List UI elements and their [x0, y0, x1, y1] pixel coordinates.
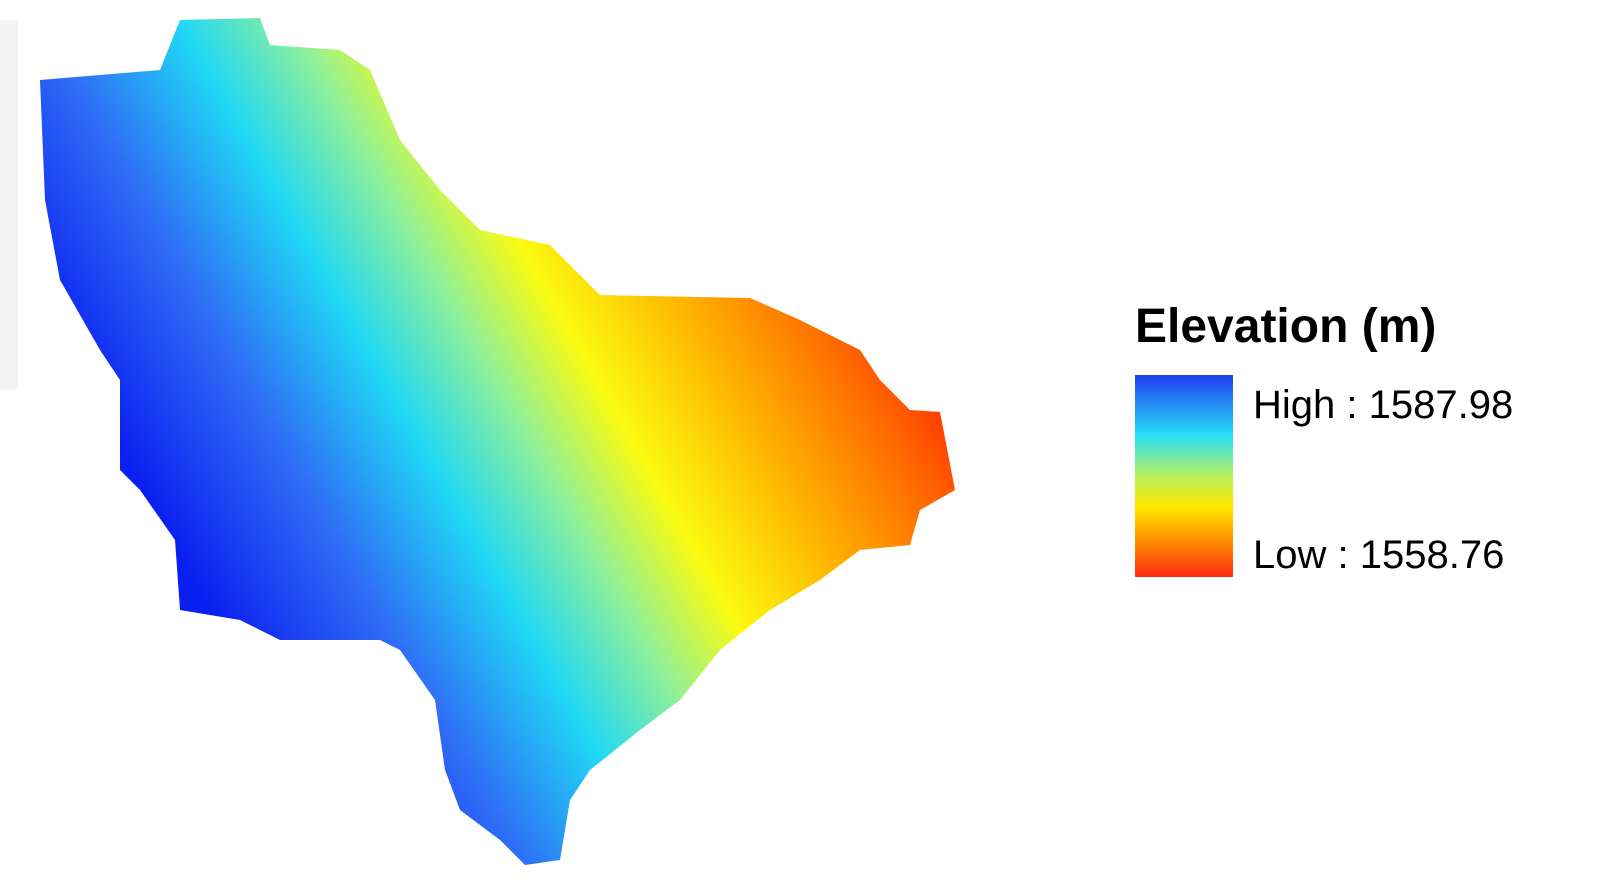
side-panel — [0, 20, 18, 390]
watershed-raster — [40, 18, 955, 865]
legend: Elevation (m) High : 1587.98 Low : 1558.… — [1135, 300, 1513, 577]
legend-ramp — [1135, 375, 1233, 577]
page: Elevation (m) High : 1587.98 Low : 1558.… — [0, 0, 1604, 886]
map: Elevation (m) High : 1587.98 Low : 1558.… — [0, 0, 1604, 886]
legend-title: Elevation (m) — [1135, 300, 1436, 353]
legend-low: Low : 1558.76 — [1253, 533, 1504, 577]
legend-high: High : 1587.98 — [1253, 383, 1513, 427]
